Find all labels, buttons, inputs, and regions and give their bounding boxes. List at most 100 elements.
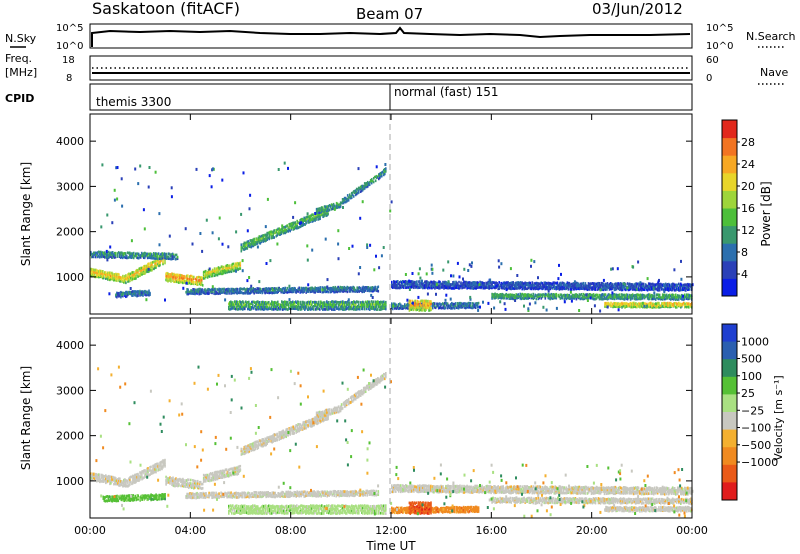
echo-cell (279, 233, 281, 236)
echo-cell (317, 209, 320, 212)
echo-cell (567, 296, 570, 300)
echo-cell (501, 285, 503, 289)
echo-cell (583, 287, 586, 291)
echo-cell (487, 280, 489, 284)
echo-cell (681, 297, 683, 301)
echo-cell (498, 285, 500, 289)
echo-cell (522, 293, 524, 297)
echo-cell (262, 305, 264, 309)
echo-cell (157, 262, 159, 266)
echo-cell (277, 286, 279, 290)
echo-cell (230, 287, 232, 291)
echo-cell (651, 302, 653, 306)
colorbar-swatch (722, 190, 737, 209)
echo-cell (437, 284, 439, 287)
echo-cell (401, 281, 403, 284)
echo-cell (569, 283, 572, 287)
echo-cell (240, 249, 243, 253)
echo-cell (203, 291, 205, 295)
echo-cell (307, 215, 309, 219)
echo-cell (549, 293, 552, 297)
echo-cell (492, 281, 494, 284)
echo-cell (221, 267, 224, 270)
echo-cell (338, 287, 340, 290)
echo-cell (264, 233, 266, 237)
echo-speck (509, 267, 512, 271)
echo-cell (193, 280, 195, 284)
echo-cell (461, 286, 463, 290)
echo-cell (624, 296, 627, 300)
echo-cell (93, 474, 95, 478)
echo-cell (453, 307, 456, 310)
echo-cell (132, 481, 134, 485)
echo-cell (673, 302, 675, 305)
echo-cell (165, 252, 168, 256)
echo-cell (279, 305, 281, 309)
echo-cell (265, 233, 267, 237)
echo-cell (416, 303, 418, 307)
echo-cell (345, 308, 347, 311)
echo-cell (132, 477, 134, 481)
echo-cell (247, 301, 249, 304)
echo-cell (243, 287, 245, 290)
echo-cell (160, 252, 163, 256)
echo-cell (267, 307, 269, 311)
echo-cell (416, 283, 418, 286)
echo-cell (308, 305, 310, 309)
echo-cell (513, 295, 515, 299)
echo-cell (511, 287, 513, 290)
echo-cell (463, 304, 466, 307)
echo-cell (113, 479, 115, 482)
echo-cell (252, 238, 255, 241)
echo-cell (258, 301, 260, 304)
echo-cell (529, 281, 532, 285)
echo-cell (175, 276, 177, 280)
echo-cell (124, 478, 126, 481)
echo-cell (424, 284, 426, 287)
echo-cell (159, 257, 162, 261)
echo-cell (506, 296, 508, 300)
echo-cell (539, 286, 542, 290)
echo-cell (395, 303, 397, 307)
echo-cell (131, 275, 133, 279)
echo-cell (384, 170, 386, 173)
echo-cell (168, 275, 170, 279)
echo-cell (139, 471, 141, 474)
echo-speck (333, 207, 336, 211)
echo-cell (374, 308, 376, 311)
echo-cell (413, 305, 416, 309)
echo-cell (271, 305, 273, 309)
echo-cell (227, 287, 229, 291)
echo-cell (579, 287, 582, 290)
echo-cell (339, 290, 341, 293)
echo-cell (412, 280, 414, 284)
echo-cell (522, 285, 524, 289)
echo-cell (193, 277, 195, 280)
echo-cell (286, 291, 288, 294)
echo-cell (318, 303, 320, 306)
echo-cell (411, 306, 414, 309)
echo-cell (460, 302, 463, 305)
echo-cell (100, 269, 102, 273)
echo-cell (185, 290, 187, 294)
echo-cell (186, 279, 188, 282)
echo-cell (339, 301, 341, 304)
echo-cell (641, 286, 644, 290)
echo-cell (225, 267, 228, 271)
echo-cell (305, 220, 307, 223)
echo-cell (155, 252, 158, 256)
echo-cell (332, 204, 335, 208)
echo-cell (442, 283, 444, 286)
echo-cell (142, 294, 144, 297)
echo-cell (538, 282, 541, 286)
echo-cell (96, 271, 98, 274)
echo-speck (158, 212, 161, 216)
echo-cell (125, 483, 127, 486)
echo-cell (158, 254, 161, 258)
echo-cell (433, 304, 436, 307)
echo-cell (119, 275, 121, 279)
echo-cell (598, 284, 601, 288)
echo-cell (666, 297, 669, 300)
echo-cell (432, 302, 435, 305)
echo-cell (603, 293, 606, 296)
